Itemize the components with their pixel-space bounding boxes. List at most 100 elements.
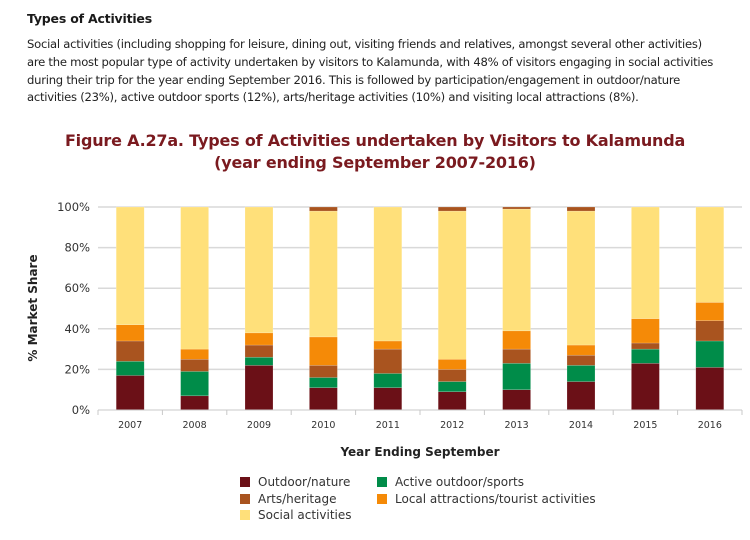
- y-tick-label: 100%: [57, 200, 90, 214]
- bar-segment-arts-heritage-2009: [244, 344, 274, 358]
- bar-segment-social-activities-2014: [566, 210, 596, 346]
- bar-segment-arts-heritage-2015: [631, 342, 660, 350]
- bar-segment-arts-heritage-2014: [566, 354, 596, 366]
- bar-segment-active-outdoor-sports-2011: [373, 373, 403, 388]
- bar-segment-active-outdoor-sports-2010: [309, 377, 338, 388]
- bar-segment-active-outdoor-sports-2015: [631, 348, 660, 364]
- bar-segment-outdoor-nature-2011: [373, 387, 403, 411]
- x-tick-label: 2011: [376, 420, 400, 431]
- x-tick-label: 2016: [698, 420, 722, 431]
- paragraph-line: are the most popular type of activity un…: [27, 54, 714, 69]
- bar-segment-outdoor-nature-2007: [115, 375, 145, 411]
- x-tick-label: 2008: [183, 420, 207, 431]
- x-tick-label: 2013: [505, 420, 529, 431]
- y-tick-label: 0%: [72, 403, 90, 417]
- bar-segment-unlabeled-2013: [502, 206, 531, 210]
- x-tick-labels: 2007 2008 2009 2010 2011 2012 2013 2014 2015 2016: [118, 420, 722, 431]
- bar-segment-unlabeled-2012: [437, 206, 467, 212]
- bar-segment-social-activities-2008: [180, 206, 209, 350]
- figure-title: Figure A.27a. Types of Activities undert…: [0, 130, 750, 174]
- paragraph-line: activities (23%), active outdoor sports …: [27, 90, 639, 105]
- bar-segment-arts-heritage-2010: [309, 365, 338, 378]
- stacked-bar-chart: 0%20%40%60%80%100% 2007 2008 2009 2010 2011 2…: [26, 200, 743, 459]
- bar-segment-social-activities-2016: [695, 206, 725, 303]
- bar-segment-social-activities-2011: [373, 206, 403, 342]
- legend-label: Social activities: [258, 508, 352, 522]
- y-tick-label: 40%: [64, 322, 90, 336]
- figure-title-line-2: (year ending September 2007-2016): [214, 153, 536, 172]
- bar-segment-arts-heritage-2016: [695, 320, 725, 342]
- bar-segment-active-outdoor-sports-2008: [180, 371, 209, 397]
- bar-segment-active-outdoor-sports-2016: [695, 340, 725, 368]
- x-tick-label: 2007: [118, 420, 142, 431]
- bars: [115, 206, 725, 411]
- bar-segment-active-outdoor-sports-2013: [502, 363, 531, 390]
- paragraph-line: Social activities (including shopping fo…: [27, 37, 702, 51]
- y-tick-label: 20%: [64, 362, 90, 376]
- bar-segment-local-attractions-tourist-activities-2015: [631, 318, 660, 344]
- bar-segment-active-outdoor-sports-2014: [566, 365, 596, 382]
- x-axis: [97, 409, 743, 415]
- legend-swatch: [240, 510, 250, 520]
- legend-label: Active outdoor/sports: [395, 475, 524, 489]
- bar-segment-outdoor-nature-2008: [180, 395, 209, 411]
- y-tick-labels: 0% 20% 40% 60% 80% 100%: [57, 200, 90, 417]
- bar-segment-social-activities-2015: [631, 206, 660, 319]
- bar-segment-local-attractions-tourist-activities-2012: [437, 359, 467, 370]
- bar-segment-outdoor-nature-2010: [309, 387, 338, 411]
- y-tick-label: 80%: [64, 241, 90, 255]
- legend-item: Active outdoor/sports: [377, 475, 524, 489]
- bar-segment-social-activities-2013: [502, 208, 531, 332]
- x-tick-label: 2010: [311, 420, 335, 431]
- figure-title-line-1: Figure A.27a. Types of Activities undert…: [64, 131, 686, 150]
- section-paragraph: Social activities (including shopping fo…: [27, 36, 747, 107]
- bar-segment-outdoor-nature-2009: [244, 365, 274, 411]
- bar-segment-local-attractions-tourist-activities-2013: [502, 330, 531, 350]
- legend-item: Social activities: [240, 508, 352, 522]
- bar-segment-active-outdoor-sports-2012: [437, 381, 467, 392]
- bar-segment-arts-heritage-2007: [115, 340, 145, 362]
- y-axis-title: % Market Share: [26, 254, 40, 361]
- bar-segment-social-activities-2010: [309, 210, 338, 338]
- bar-segment-local-attractions-tourist-activities-2010: [309, 336, 338, 366]
- bar-segment-active-outdoor-sports-2009: [244, 356, 274, 366]
- legend-item: Outdoor/nature: [240, 475, 350, 489]
- x-tick-label: 2012: [440, 420, 464, 431]
- bar-segment-arts-heritage-2012: [437, 369, 467, 382]
- legend-item: Arts/heritage: [240, 492, 336, 506]
- legend-item: Local attractions/tourist activities: [377, 492, 596, 506]
- y-tick-label: 60%: [64, 281, 90, 295]
- bar-segment-local-attractions-tourist-activities-2016: [695, 302, 725, 321]
- bar-segment-arts-heritage-2008: [180, 359, 209, 372]
- legend-swatch: [377, 477, 387, 487]
- x-tick-label: 2015: [633, 420, 657, 431]
- bar-segment-outdoor-nature-2013: [502, 389, 531, 411]
- section-heading: Types of Activities: [27, 11, 152, 26]
- bar-segment-outdoor-nature-2015: [631, 363, 660, 411]
- paragraph-line: during their trip for the year ending Se…: [27, 72, 681, 87]
- legend-label: Outdoor/nature: [258, 475, 351, 489]
- x-tick-label: 2014: [569, 420, 593, 431]
- bar-segment-active-outdoor-sports-2007: [115, 361, 145, 376]
- x-tick-label: 2009: [247, 420, 271, 431]
- bar-segment-local-attractions-tourist-activities-2007: [115, 324, 145, 342]
- bar-segment-arts-heritage-2011: [373, 348, 403, 374]
- x-axis-title: Year Ending September: [339, 445, 499, 459]
- bar-segment-local-attractions-tourist-activities-2009: [244, 332, 274, 346]
- bar-segment-local-attractions-tourist-activities-2008: [180, 348, 209, 360]
- bar-segment-outdoor-nature-2014: [566, 381, 596, 411]
- bar-segment-social-activities-2009: [244, 206, 274, 334]
- bar-segment-unlabeled-2010: [309, 206, 338, 212]
- bar-segment-arts-heritage-2013: [502, 348, 531, 364]
- bar-segment-local-attractions-tourist-activities-2011: [373, 340, 403, 350]
- bar-segment-local-attractions-tourist-activities-2014: [566, 344, 596, 356]
- legend-label: Local attractions/tourist activities: [395, 491, 596, 506]
- legend-swatch: [377, 493, 387, 504]
- legend-label: Arts/heritage: [258, 491, 337, 506]
- bar-segment-unlabeled-2014: [566, 206, 596, 212]
- bar-segment-outdoor-nature-2016: [695, 367, 725, 411]
- legend-swatch: [240, 493, 250, 504]
- bar-segment-outdoor-nature-2012: [437, 391, 467, 411]
- bar-segment-social-activities-2012: [437, 210, 467, 360]
- bar-segment-social-activities-2007: [115, 206, 145, 325]
